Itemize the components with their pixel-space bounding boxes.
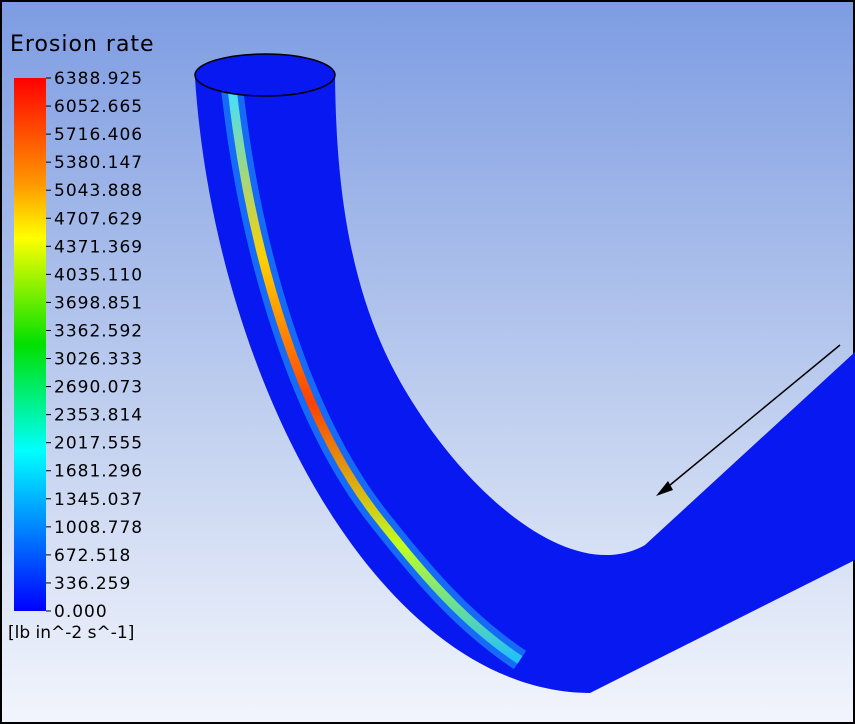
legend-title: Erosion rate xyxy=(10,32,155,57)
legend-label: 4707.629 xyxy=(54,209,143,229)
viewport: Erosion rate [lb in^-2 s^-1] 6388.925 605… xyxy=(0,0,855,724)
legend-label: 1345.037 xyxy=(54,490,143,510)
legend-label: 5716.406 xyxy=(54,125,143,145)
legend-label: 3362.592 xyxy=(54,321,143,341)
legend-label: 0.000 xyxy=(54,602,108,622)
legend-label: 6388.925 xyxy=(54,69,143,89)
legend-label: 1008.778 xyxy=(54,518,143,538)
legend-label: 5380.147 xyxy=(54,153,143,173)
legend-label: 4371.369 xyxy=(54,237,143,257)
legend-unit: [lb in^-2 s^-1] xyxy=(8,623,134,643)
legend-label: 672.518 xyxy=(54,546,131,566)
legend-label: 5043.888 xyxy=(54,181,143,201)
legend-label: 1681.296 xyxy=(54,462,143,482)
color-bar xyxy=(14,78,46,611)
legend-label: 6052.665 xyxy=(54,97,143,117)
legend-label: 3698.851 xyxy=(54,293,143,313)
legend-label: 336.259 xyxy=(54,574,131,594)
legend-label: 2690.073 xyxy=(54,378,143,398)
legend-label: 2017.555 xyxy=(54,434,143,454)
legend-label: 3026.333 xyxy=(54,350,143,370)
pipe-inlet xyxy=(195,54,335,96)
legend-label: 2353.814 xyxy=(54,406,143,426)
legend-label: 4035.110 xyxy=(54,265,143,285)
